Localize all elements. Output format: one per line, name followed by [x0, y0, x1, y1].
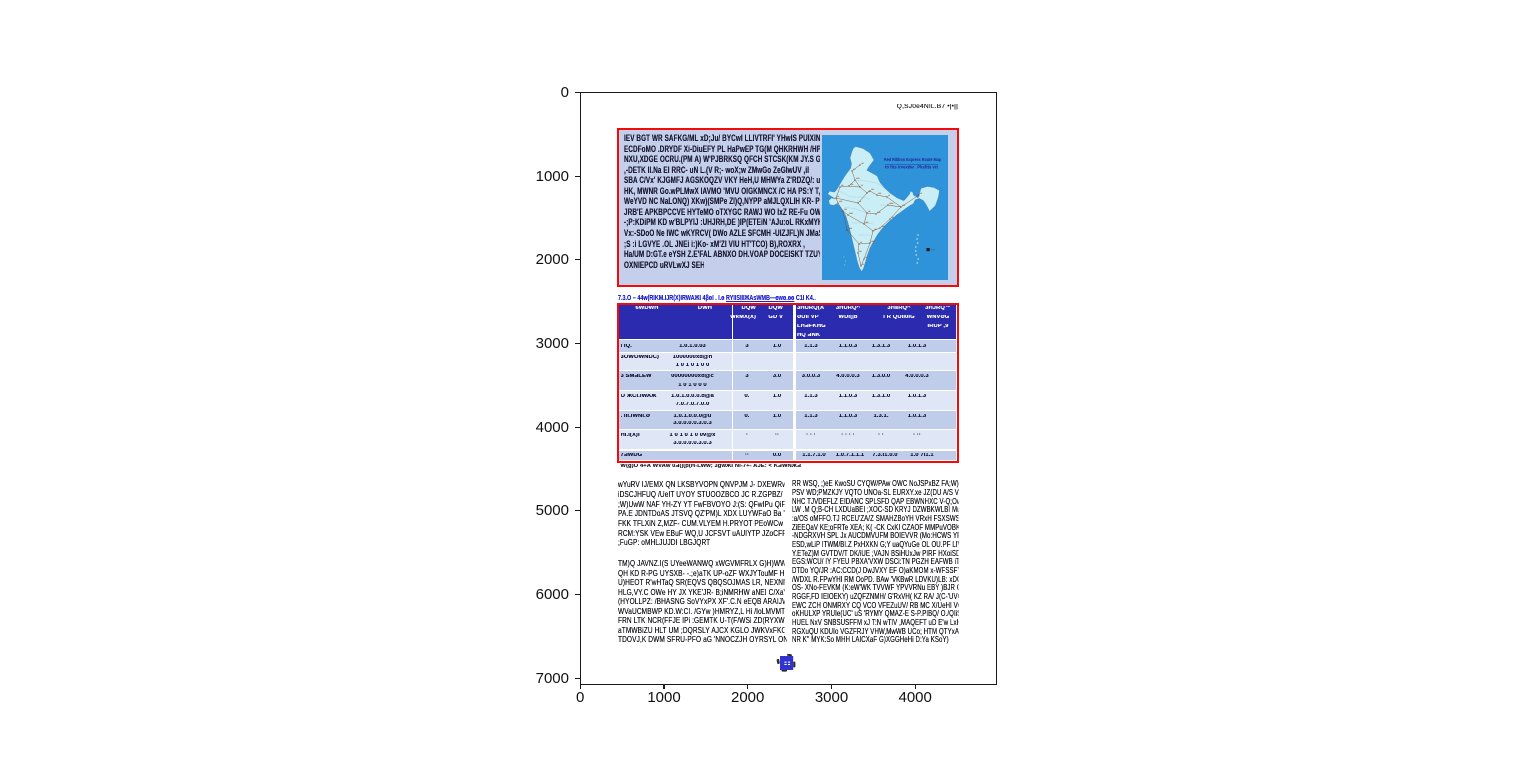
svg-text:Red Ribbon Express Route Map: Red Ribbon Express Route Map [883, 157, 940, 162]
svg-text:to ftts irvexdw . Pksftts vrt: to ftts irvexdw . Pksftts vrt [884, 165, 938, 170]
